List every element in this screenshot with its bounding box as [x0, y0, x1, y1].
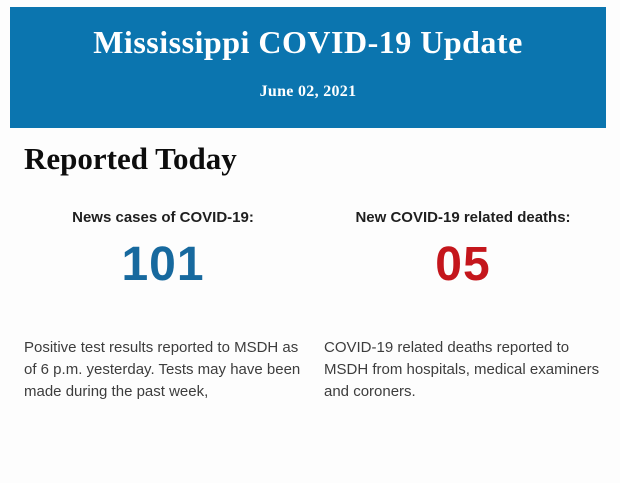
report-content: Reported Today News cases of COVID-19: 1… — [0, 128, 620, 403]
new-cases-description: Positive test results reported to MSDH a… — [24, 339, 301, 400]
new-deaths-value: 05 — [435, 238, 491, 291]
new-cases-label: News cases of COVID-19: — [72, 209, 254, 226]
section-heading: Reported Today — [24, 141, 237, 176]
stat-new-deaths: New COVID-19 related deaths: 05 COVID-19… — [324, 209, 602, 403]
stat-new-cases: News cases of COVID-19: 101 Positive tes… — [24, 209, 302, 403]
stats-row: News cases of COVID-19: 101 Positive tes… — [24, 209, 602, 403]
report-date: June 02, 2021 — [259, 83, 357, 100]
new-deaths-description: COVID-19 related deaths reported to MSDH… — [324, 339, 600, 400]
header-banner: Mississippi COVID-19 Update June 02, 202… — [10, 7, 606, 128]
page-title: Mississippi COVID-19 Update — [93, 24, 523, 60]
new-deaths-label: New COVID-19 related deaths: — [355, 209, 571, 226]
new-cases-value: 101 — [121, 238, 205, 291]
